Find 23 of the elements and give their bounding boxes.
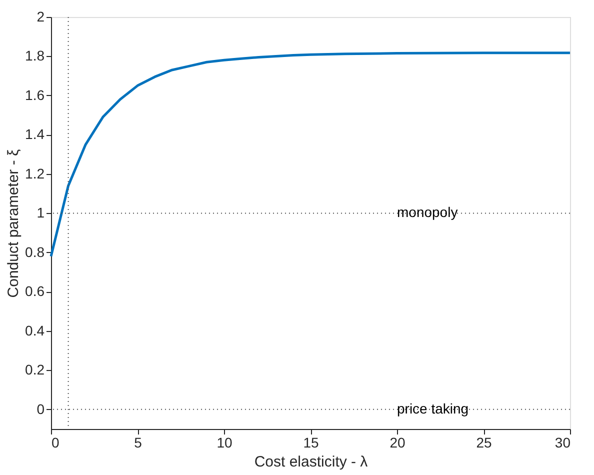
y-tick-label: 0.4 — [25, 322, 45, 338]
x-tick-label: 15 — [303, 434, 319, 450]
y-tick-label: 0.2 — [25, 362, 45, 378]
y-tick-label: 1.2 — [25, 165, 45, 182]
x-tick-label: 5 — [134, 434, 142, 450]
x-tick-label: 25 — [476, 434, 492, 450]
y-tick-label: 1.4 — [25, 126, 45, 142]
line-series — [50, 52, 572, 258]
x-axis-title: Cost elasticity - λ — [254, 454, 368, 470]
x-tick-label: 0 — [52, 434, 60, 450]
y-tick-label: 1 — [36, 204, 45, 221]
ref-line-label: monopoly — [397, 204, 458, 220]
x-tick-label: 10 — [216, 434, 232, 450]
y-tick-label: 0.8 — [25, 244, 45, 260]
y-tick-label: 0 — [36, 400, 45, 417]
x-tick-label: 30 — [554, 434, 571, 450]
y-tick-label: 1.8 — [25, 48, 45, 64]
y-tick-label: 0.6 — [25, 283, 45, 300]
ref-line-label: price taking — [397, 400, 469, 416]
y-tick-label: 1.6 — [25, 86, 45, 103]
y-axis-title: Conduct parameter - ξ — [5, 148, 22, 298]
y-tick-label: 2 — [36, 8, 45, 24]
x-tick-label: 20 — [390, 434, 406, 450]
